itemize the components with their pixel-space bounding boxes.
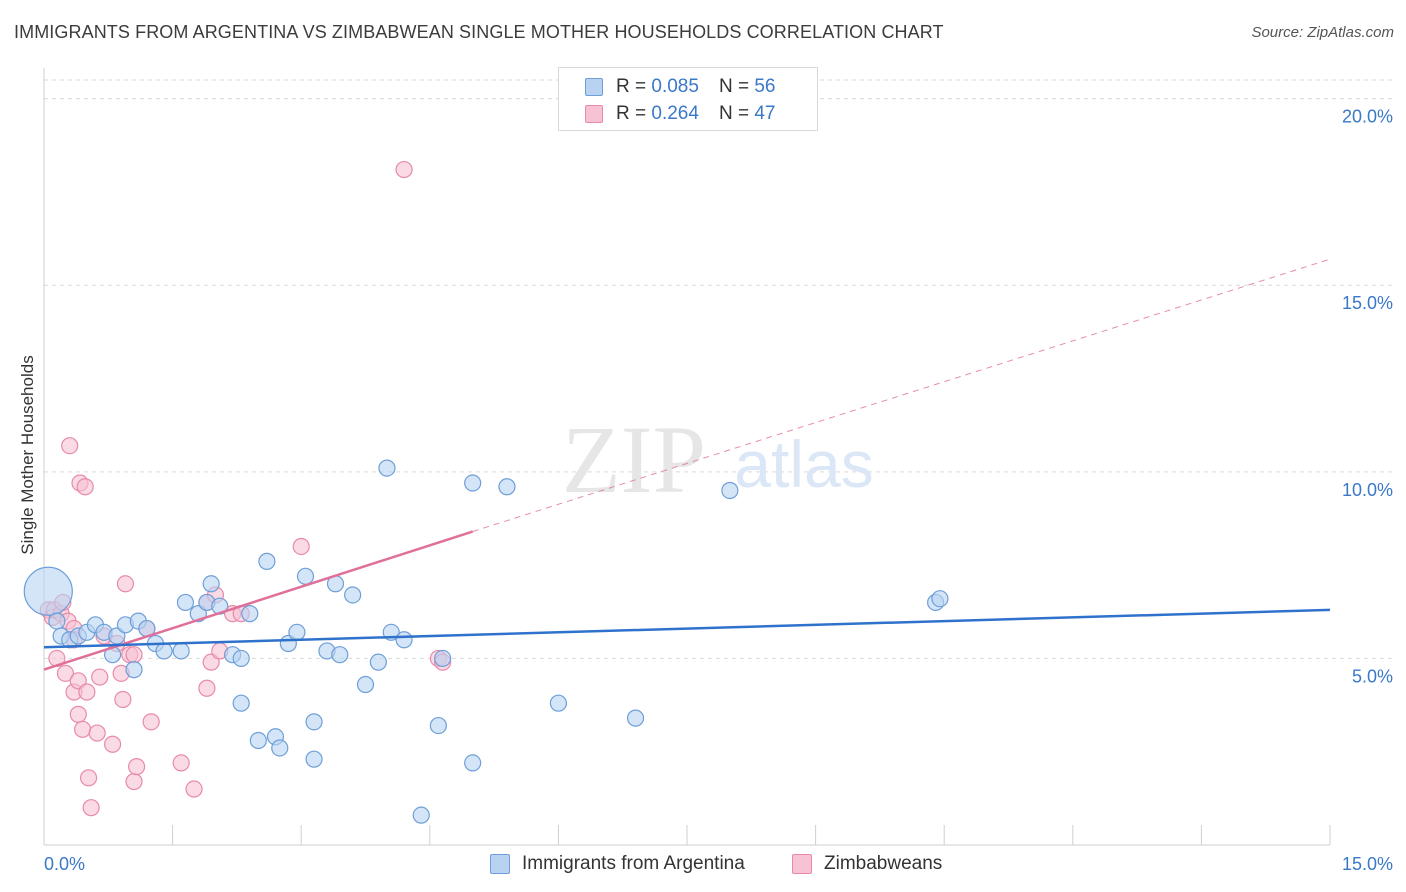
argentina-point [721, 481, 739, 500]
argentina-point [155, 642, 173, 660]
argentina-point [172, 642, 190, 660]
argentina-point [202, 575, 220, 593]
zimbabweans-point [78, 683, 96, 701]
zimbabweans-point [172, 754, 190, 772]
legend-r-label: R = [616, 76, 647, 97]
argentina-point [369, 653, 387, 671]
series-name: Immigrants from Argentina [522, 853, 745, 874]
blue-swatch [585, 78, 603, 96]
argentina-point [356, 675, 375, 694]
argentina-point [249, 731, 267, 750]
x-tick-labels: 0.0% 15.0% [44, 854, 1393, 874]
argentina-point [378, 459, 396, 477]
argentina-point [288, 623, 306, 641]
legend-r-value: 0.085 [651, 76, 699, 97]
zimbabweans-point [82, 799, 100, 817]
zimbabweans-trend-line [43, 530, 474, 671]
y-tick-label: 15.0% [1342, 293, 1393, 313]
legend-row-argentina: R = 0.085 N = 56 [585, 75, 775, 99]
argentina-point [931, 590, 949, 608]
zimbabweans-points [39, 160, 452, 817]
source-credit: Source: ZipAtlas.com [1251, 24, 1394, 41]
watermark-atlas: atlas [734, 427, 873, 501]
zimbabweans-point [56, 664, 75, 682]
zimbabweans-point [76, 478, 94, 496]
legend-r-label: R = [616, 103, 647, 124]
argentina-point [271, 739, 289, 757]
zimbabweans-point [125, 646, 143, 664]
argentina-point [434, 649, 452, 668]
argentina-point [464, 754, 482, 772]
zimbabweans-point [125, 772, 143, 791]
legend-row-zimbabweans: R = 0.264 N = 47 [585, 102, 775, 126]
legend-n-label: N = [718, 103, 750, 124]
argentina-point [125, 661, 143, 679]
zimbabweans-point [91, 668, 109, 686]
zimbabweans-point [88, 724, 106, 742]
chart-title: IMMIGRANTS FROM ARGENTINA VS ZIMBABWEAN … [14, 22, 944, 42]
y-tick-label: 5.0% [1352, 666, 1393, 686]
pink-swatch [792, 854, 812, 874]
argentina-point [498, 478, 516, 496]
argentina-trend-line [43, 608, 1331, 649]
argentina-point [626, 709, 645, 727]
trend-lines [43, 258, 1331, 671]
argentina-point [549, 694, 568, 712]
watermark-zip: ZIP [562, 406, 706, 513]
y-tick-label: 10.0% [1342, 480, 1393, 500]
legend-n-label: N = [718, 76, 750, 97]
zimbabweans-point [116, 575, 135, 593]
argentina-point [412, 806, 430, 824]
argentina-point [344, 586, 362, 604]
zimbabweans-point [198, 679, 216, 697]
grid-lines [44, 79, 1392, 659]
zimbabweans-point [114, 690, 132, 709]
argentina-point [429, 716, 447, 735]
legend-n-value: 47 [754, 103, 776, 124]
zimbabweans-point [103, 735, 122, 753]
argentina-point [464, 474, 482, 492]
correlation-legend: R = 0.085 N = 56 R = 0.264 N = 47 [558, 67, 818, 131]
argentina-point [331, 646, 349, 664]
x-tick-label: 0.0% [44, 854, 85, 874]
argentina-point [305, 750, 323, 768]
argentina-point [176, 593, 195, 612]
argentina-point [241, 605, 259, 623]
zimbabweans-point [185, 780, 203, 798]
zimbabweans-trend-extension [472, 258, 1331, 533]
zimbabweans-point [79, 769, 98, 787]
legend-r-value: 0.264 [651, 103, 699, 124]
y-axis-label: Single Mother Households [18, 355, 37, 555]
zimbabweans-point [73, 720, 92, 738]
argentina-point [296, 567, 315, 585]
zimbabweans-point [395, 160, 413, 179]
pink-swatch [585, 105, 603, 123]
argentina-point [23, 566, 73, 616]
zimbabweans-point [292, 537, 310, 556]
axes [43, 68, 1331, 846]
legend-n-value: 56 [754, 76, 776, 97]
y-tick-labels: 5.0% 10.0% 15.0% 20.0% [1342, 107, 1393, 687]
argentina-point [48, 612, 66, 630]
argentina-point [258, 552, 276, 570]
zimbabweans-point [69, 705, 87, 723]
series-name: Zimbabweans [824, 853, 943, 874]
series-legend-zimbabweans: Zimbabweans [792, 852, 942, 876]
argentina-point [305, 713, 323, 731]
series-legend-argentina: Immigrants from Argentina [490, 852, 745, 876]
argentina-point [232, 694, 250, 712]
blue-swatch [490, 854, 510, 874]
argentina-point [395, 631, 413, 649]
argentina-point [232, 649, 250, 668]
zimbabweans-point [61, 437, 79, 455]
argentina-points [23, 459, 949, 824]
zimbabweans-point [127, 758, 146, 776]
x-tick-label: 15.0% [1342, 854, 1393, 874]
watermark: ZIP atlas [562, 406, 874, 513]
y-tick-label: 20.0% [1342, 107, 1393, 127]
zimbabweans-point [142, 713, 160, 731]
